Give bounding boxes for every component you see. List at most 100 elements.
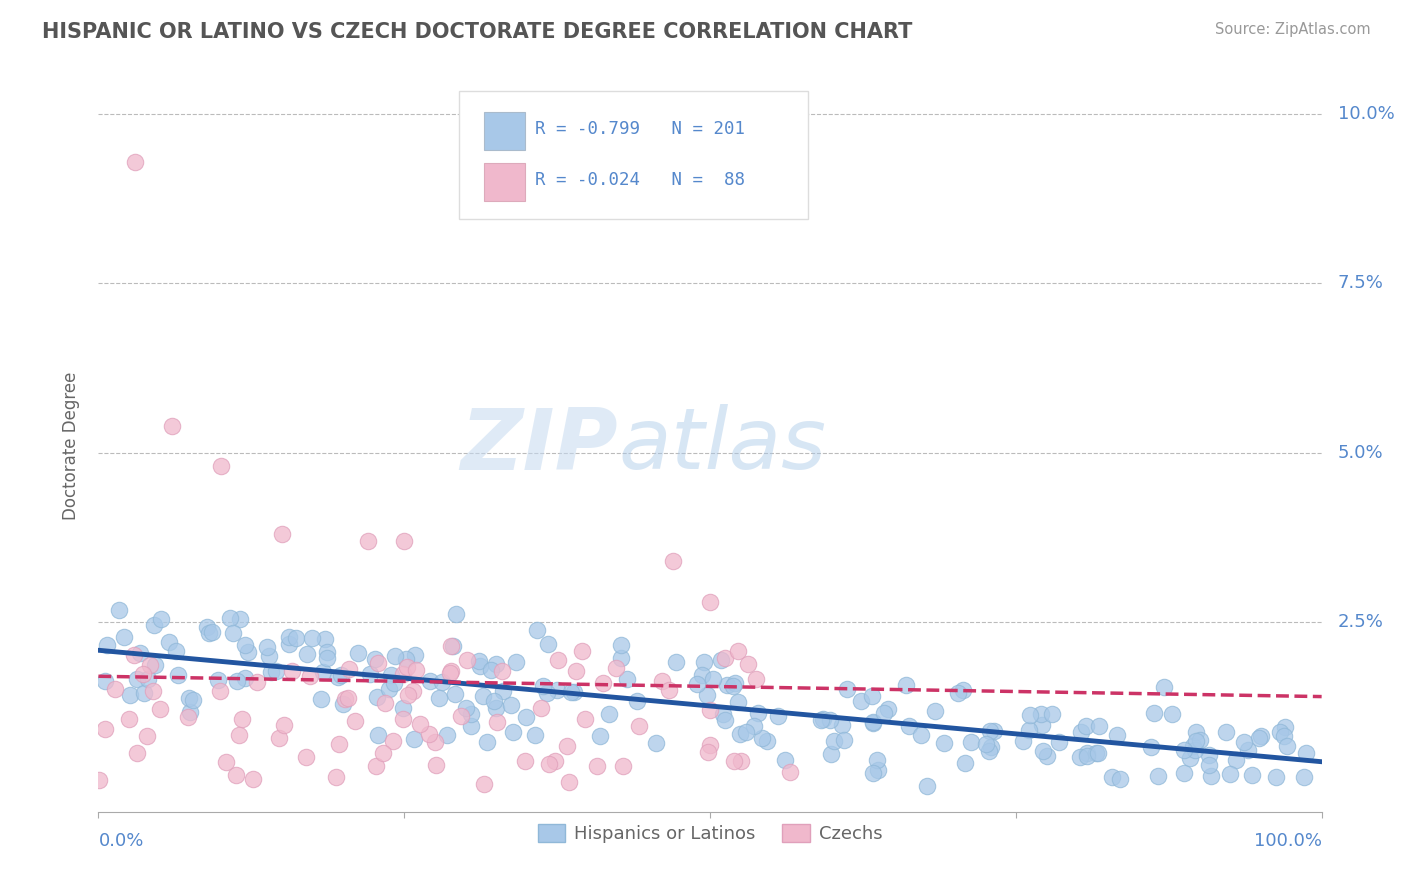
Point bbox=[436, 728, 458, 742]
Point bbox=[215, 755, 238, 769]
Point bbox=[142, 683, 165, 698]
Point bbox=[143, 657, 166, 672]
Point bbox=[894, 678, 917, 692]
Point bbox=[1018, 723, 1040, 737]
Text: R = -0.024   N =  88: R = -0.024 N = 88 bbox=[536, 171, 745, 189]
Point bbox=[444, 607, 467, 621]
Point bbox=[347, 647, 370, 661]
Point bbox=[592, 675, 614, 690]
Point bbox=[460, 706, 482, 721]
Point bbox=[1011, 733, 1033, 747]
Point bbox=[207, 673, 229, 688]
Point bbox=[136, 673, 159, 687]
Legend: Hispanics or Latinos, Czechs: Hispanics or Latinos, Czechs bbox=[530, 816, 890, 850]
Point bbox=[482, 693, 505, 707]
Point bbox=[1173, 766, 1195, 780]
Point bbox=[531, 679, 554, 693]
Point bbox=[118, 688, 141, 702]
Point bbox=[980, 740, 1002, 755]
Point bbox=[1035, 749, 1057, 764]
Point bbox=[301, 631, 323, 645]
Point bbox=[125, 672, 148, 686]
Point bbox=[423, 735, 446, 749]
Point bbox=[862, 715, 884, 730]
Point bbox=[721, 679, 744, 693]
Point bbox=[505, 655, 527, 669]
Point bbox=[747, 706, 769, 720]
Point bbox=[709, 653, 731, 667]
Point bbox=[1101, 770, 1123, 784]
Point bbox=[526, 623, 548, 637]
Point bbox=[107, 603, 129, 617]
Point bbox=[662, 554, 685, 568]
Point bbox=[610, 638, 633, 652]
Point bbox=[222, 626, 245, 640]
Point bbox=[165, 644, 187, 658]
Point bbox=[910, 728, 932, 742]
Point bbox=[281, 665, 304, 679]
Point bbox=[1143, 706, 1166, 720]
Point bbox=[273, 718, 295, 732]
Point bbox=[1040, 706, 1063, 721]
Point bbox=[1047, 735, 1070, 749]
Point bbox=[1199, 769, 1222, 783]
Point bbox=[1184, 733, 1206, 747]
Point bbox=[332, 697, 354, 711]
Point bbox=[502, 724, 524, 739]
Point bbox=[849, 694, 872, 708]
Point bbox=[727, 644, 749, 658]
Point bbox=[395, 652, 418, 666]
Point bbox=[1249, 731, 1271, 745]
Point bbox=[295, 749, 318, 764]
Text: R = -0.799   N = 201: R = -0.799 N = 201 bbox=[536, 120, 745, 138]
Point bbox=[396, 660, 419, 674]
Point bbox=[179, 706, 201, 720]
Point bbox=[201, 624, 224, 639]
Point bbox=[380, 668, 402, 682]
Point bbox=[714, 651, 737, 665]
Point bbox=[810, 713, 832, 727]
Point bbox=[384, 649, 406, 664]
Point bbox=[915, 779, 938, 793]
Point bbox=[236, 645, 259, 659]
Point bbox=[723, 676, 745, 690]
Point bbox=[1185, 725, 1208, 739]
Point bbox=[242, 772, 264, 786]
Point bbox=[555, 739, 578, 753]
Point bbox=[702, 672, 724, 686]
Point bbox=[1294, 770, 1316, 784]
Point bbox=[337, 662, 360, 676]
Point bbox=[94, 722, 117, 736]
Point bbox=[948, 686, 970, 700]
Point bbox=[391, 667, 413, 681]
FancyBboxPatch shape bbox=[484, 112, 526, 150]
Point bbox=[425, 758, 447, 772]
Point bbox=[730, 727, 752, 741]
Point bbox=[536, 686, 558, 700]
Point bbox=[404, 648, 426, 663]
Point bbox=[742, 719, 765, 733]
Point bbox=[1084, 747, 1107, 761]
Point bbox=[374, 696, 396, 710]
Point bbox=[382, 676, 405, 690]
Point bbox=[402, 732, 425, 747]
Point bbox=[1109, 772, 1132, 786]
Point bbox=[485, 701, 508, 715]
Point bbox=[820, 747, 842, 761]
Point bbox=[983, 723, 1005, 738]
Point bbox=[571, 643, 593, 657]
Point bbox=[751, 731, 773, 745]
Point bbox=[546, 683, 568, 698]
Point bbox=[699, 739, 721, 753]
Point bbox=[309, 692, 332, 706]
Point bbox=[132, 667, 155, 681]
Point bbox=[697, 745, 720, 759]
Point bbox=[430, 674, 453, 689]
Point bbox=[823, 734, 845, 748]
Point bbox=[1087, 746, 1109, 760]
Point bbox=[952, 683, 974, 698]
Point bbox=[1215, 725, 1237, 739]
Point bbox=[1153, 680, 1175, 694]
Point bbox=[479, 663, 502, 677]
Point bbox=[735, 724, 758, 739]
